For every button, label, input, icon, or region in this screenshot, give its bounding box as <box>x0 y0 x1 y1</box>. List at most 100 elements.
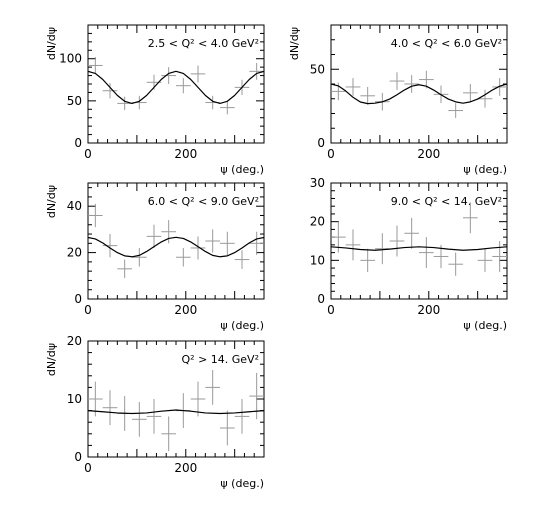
panel-title: Q² > 14. GeV² <box>182 353 260 366</box>
y-tick-label: 10 <box>310 253 325 267</box>
x-tick-label: 0 <box>84 147 92 161</box>
data-point <box>117 96 132 111</box>
data-point <box>404 75 419 93</box>
x-tick-label: 0 <box>327 303 335 317</box>
x-tick-label: 200 <box>174 147 197 161</box>
y-tick-label: 20 <box>67 246 82 260</box>
y-tick-label: 30 <box>310 176 325 190</box>
panel-2: 0 50 0 200 ψ (deg.) dN/dψ 4.0 < Q² < 6.0 GeV² <box>288 24 508 176</box>
data-point <box>249 372 264 420</box>
y-tick-label: 0 <box>74 136 82 150</box>
y-axis-label: dN/dψ <box>45 185 58 218</box>
data-marks <box>331 70 507 118</box>
panel-title: 6.0 < Q² < 9.0 GeV² <box>148 195 259 208</box>
y-axis-label: dN/dψ <box>45 27 58 60</box>
data-point <box>463 202 478 234</box>
data-point <box>220 410 235 446</box>
x-tick-label: 0 <box>84 461 92 475</box>
fit-curve <box>331 246 507 251</box>
data-point <box>205 370 220 405</box>
y-tick-label: 20 <box>67 334 82 348</box>
y-tick-label: 20 <box>310 215 325 229</box>
data-point <box>190 65 206 83</box>
data-point <box>146 399 162 434</box>
fit-curve <box>88 236 264 258</box>
data-point <box>448 252 463 276</box>
y-axis-label: dN/dψ <box>288 27 301 60</box>
data-point <box>132 247 147 267</box>
panel-title: 2.5 < Q² < 4.0 GeV² <box>148 37 259 50</box>
data-point <box>389 72 405 90</box>
y-tick-label: 40 <box>67 199 82 213</box>
data-point <box>161 416 176 452</box>
x-tick-label: 0 <box>84 303 92 317</box>
data-point <box>419 70 434 89</box>
data-point <box>190 236 206 260</box>
data-point <box>463 84 478 102</box>
data-marks <box>88 57 264 115</box>
data-point <box>360 248 375 272</box>
data-point <box>234 250 250 269</box>
panel-title: 9.0 < Q² < 14. GeV² <box>391 195 502 208</box>
data-point <box>132 401 147 437</box>
panel-1: 0 50 100 0 200 ψ (deg.) dN/dψ 2.5 < Q² < 4.0 Ge… <box>45 24 265 176</box>
data-point <box>345 78 361 96</box>
data-point <box>345 229 361 261</box>
data-point <box>360 86 375 105</box>
data-point <box>88 57 103 74</box>
data-point <box>102 390 118 426</box>
x-axis-label: ψ (deg.) <box>220 477 264 490</box>
data-point <box>220 100 235 115</box>
y-tick-label: 50 <box>67 94 82 108</box>
fit-curve <box>88 70 264 104</box>
y-tick-label: 0 <box>317 292 325 306</box>
data-point <box>492 241 507 272</box>
y-tick-label: 100 <box>59 52 82 66</box>
x-axis-label: ψ (deg.) <box>220 319 264 332</box>
x-axis-label: ψ (deg.) <box>463 319 507 332</box>
data-point <box>477 248 493 272</box>
data-point <box>88 203 103 228</box>
data-point <box>102 83 118 99</box>
data-point <box>419 237 434 269</box>
fit-curve <box>88 409 264 415</box>
panel-3: 0 20 40 0 200 ψ (deg.) dN/dψ 6.0 < Q² < 9.0 GeV… <box>45 182 265 332</box>
data-point <box>117 259 132 279</box>
y-axis-label: dN/dψ <box>45 343 58 376</box>
x-axis-label: ψ (deg.) <box>463 163 507 176</box>
x-axis-label: ψ (deg.) <box>220 163 264 176</box>
x-tick-label: 200 <box>174 303 197 317</box>
data-marks <box>88 370 264 452</box>
data-point <box>404 217 419 249</box>
data-point <box>477 89 493 108</box>
data-point <box>234 399 250 434</box>
y-tick-label: 0 <box>317 136 325 150</box>
data-point <box>102 234 118 258</box>
y-tick-label: 0 <box>74 450 82 464</box>
data-point <box>492 78 507 96</box>
data-point <box>205 229 220 253</box>
panel-title: 4.0 < Q² < 6.0 GeV² <box>391 37 502 50</box>
data-marks <box>331 202 507 276</box>
data-point <box>220 231 235 255</box>
data-point <box>146 224 162 248</box>
data-point <box>161 67 176 84</box>
fit-curve <box>331 83 507 105</box>
x-tick-label: 0 <box>327 147 335 161</box>
data-point <box>249 231 264 255</box>
x-tick-label: 200 <box>174 461 197 475</box>
data-point <box>176 78 191 94</box>
data-point <box>249 62 264 80</box>
x-tick-label: 200 <box>417 147 440 161</box>
y-tick-label: 50 <box>310 62 325 76</box>
y-tick-label: 0 <box>74 292 82 306</box>
y-tick-label: 10 <box>67 392 82 406</box>
data-point <box>448 103 463 118</box>
data-marks <box>88 203 264 279</box>
x-tick-label: 200 <box>417 303 440 317</box>
panel-4: 0 10 20 30 0 200 ψ (deg.) 9.0 < Q² < 14. GeV² <box>310 176 508 332</box>
data-point <box>389 225 405 257</box>
